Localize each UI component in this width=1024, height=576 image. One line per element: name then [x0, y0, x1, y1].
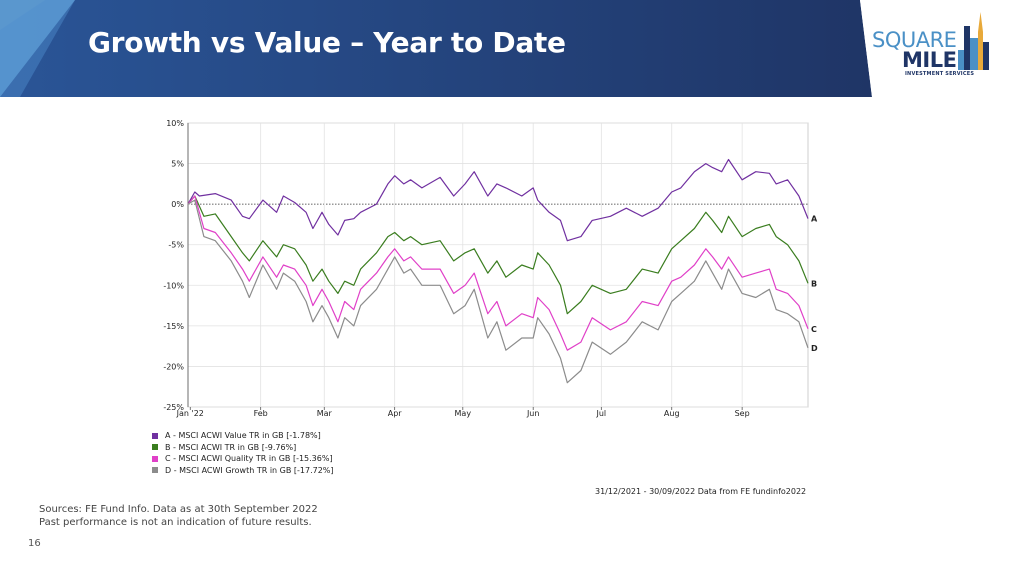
x-tick-label: Jul — [596, 409, 607, 418]
x-tick-label: Sep — [735, 409, 750, 418]
logo-line-3: INVESTMENT SERVICES — [905, 71, 975, 77]
x-tick-label: May — [455, 409, 472, 418]
legend-label: C - MSCI ACWI Quality TR in GB [-15.36%] — [165, 454, 333, 464]
x-tick-label: Aug — [664, 409, 680, 418]
series-end-label-b: B — [811, 279, 817, 288]
legend-item-c: C - MSCI ACWI Quality TR in GB [-15.36%] — [152, 453, 334, 465]
y-tick-label: 10% — [166, 119, 184, 128]
legend-swatch — [152, 444, 158, 451]
x-tick-label: Jun — [526, 409, 540, 418]
chart-legend: A - MSCI ACWI Value TR in GB [-1.78%] B -… — [152, 430, 334, 476]
legend-swatch — [152, 455, 158, 462]
x-tick-label: Jan '22 — [176, 409, 204, 418]
legend-item-d: D - MSCI ACWI Growth TR in GB [-17.72%] — [152, 465, 334, 477]
y-tick-label: 5% — [171, 160, 184, 169]
series-line-a — [187, 158, 809, 242]
y-tick-label: -10% — [163, 281, 184, 290]
series-end-label-c: C — [811, 325, 817, 334]
legend-swatch — [152, 432, 158, 439]
legend-item-b: B - MSCI ACWI TR in GB [-9.76%] — [152, 442, 334, 454]
x-tick-label: Mar — [317, 409, 333, 418]
x-tick-label: Apr — [388, 409, 403, 418]
y-tick-label: 0% — [171, 200, 184, 209]
header-banner: Growth vs Value – Year to Date — [0, 0, 1024, 97]
banner-shape — [0, 0, 1024, 97]
legend-label: B - MSCI ACWI TR in GB [-9.76%] — [165, 442, 297, 452]
legend-swatch — [152, 467, 158, 474]
sources-block: Sources: FE Fund Info. Data as at 30th S… — [39, 503, 318, 529]
logo-line-1: SQUARE — [872, 28, 957, 52]
y-tick-label: -20% — [163, 362, 184, 371]
data-source-note: 31/12/2021 - 30/09/2022 Data from FE fun… — [595, 487, 807, 496]
disclaimer-text: Past performance is not an indication of… — [39, 517, 312, 528]
y-tick-label: -25% — [163, 403, 184, 412]
sources-text: Sources: FE Fund Info. Data as at 30th S… — [39, 504, 318, 515]
series-end-label-d: D — [811, 344, 818, 353]
x-tick-label: Feb — [254, 409, 268, 418]
chart-svg: 10% 5% 0% -5% -10% -15% -20% -25%Jan '22 Feb Mar A… — [163, 119, 818, 418]
building-tower-icon — [958, 12, 989, 70]
page-number: 16 — [28, 538, 41, 549]
series-line-d — [187, 199, 809, 384]
logo-line-2: MILE — [902, 48, 957, 72]
plot-area — [187, 122, 809, 408]
y-tick-label: -15% — [163, 322, 184, 331]
legend-label: A - MSCI ACWI Value TR in GB [-1.78%] — [165, 431, 321, 441]
series-line-b — [187, 195, 809, 315]
legend-item-a: A - MSCI ACWI Value TR in GB [-1.78%] — [152, 430, 334, 442]
page-title: Growth vs Value – Year to Date — [88, 26, 566, 59]
series-end-label-a: A — [811, 215, 818, 224]
y-tick-label: -5% — [168, 241, 184, 250]
legend-label: D - MSCI ACWI Growth TR in GB [-17.72%] — [165, 465, 334, 475]
series-line-c — [187, 195, 809, 351]
square-mile-logo: SQUARE MILE INVESTMENT SERVICES — [868, 10, 1018, 84]
performance-chart: 10% 5% 0% -5% -10% -15% -20% -25% Jan '22 Feb Mar A… — [140, 110, 840, 480]
